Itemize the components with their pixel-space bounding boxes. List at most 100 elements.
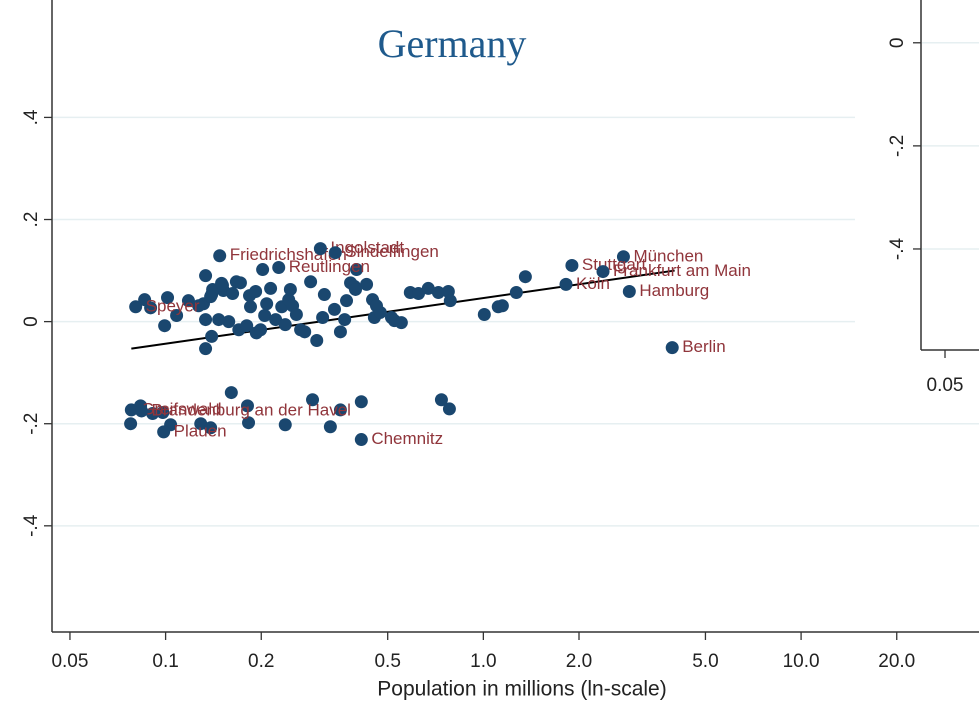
point xyxy=(431,286,445,300)
point xyxy=(204,290,218,304)
labeled-point xyxy=(665,341,679,355)
point xyxy=(518,270,532,284)
labeled-point xyxy=(622,284,636,298)
labeled-point xyxy=(596,265,610,279)
point xyxy=(146,407,160,421)
point xyxy=(224,386,238,400)
point xyxy=(283,282,297,296)
y-tick-label: -.4 xyxy=(21,514,42,537)
point xyxy=(411,287,425,301)
point xyxy=(242,416,256,430)
point xyxy=(199,342,213,356)
point xyxy=(260,297,274,311)
point xyxy=(161,291,175,305)
point-label: Köln xyxy=(576,274,610,293)
point xyxy=(158,319,172,333)
labeled-point xyxy=(616,250,630,264)
x-axis-title: Population in millions (ln-scale) xyxy=(377,678,666,701)
point xyxy=(269,313,283,327)
point xyxy=(249,284,263,298)
x-tick-label: 0.05 xyxy=(51,651,88,672)
point xyxy=(394,316,408,330)
x-tick-label: 0.2 xyxy=(248,651,274,672)
labeled-point xyxy=(272,261,286,275)
labeled-point xyxy=(124,403,138,417)
point xyxy=(278,418,292,432)
point xyxy=(509,286,523,300)
point-label: Frankfurt am Main xyxy=(613,261,751,280)
point-label: Hamburg xyxy=(639,281,709,300)
point xyxy=(204,421,218,435)
point xyxy=(194,417,208,431)
x-tick-label: 5.0 xyxy=(692,651,718,672)
point xyxy=(310,334,324,348)
point-label: Brandenburg an der Havel xyxy=(152,400,351,419)
point xyxy=(434,393,448,407)
point xyxy=(138,293,152,307)
point xyxy=(323,420,337,434)
point xyxy=(258,308,272,322)
point-label: München xyxy=(633,246,703,265)
labeled-point xyxy=(129,300,143,314)
point xyxy=(340,294,354,308)
x-tick-label: 1.0 xyxy=(470,651,496,672)
point xyxy=(327,302,341,316)
point xyxy=(443,294,457,308)
point xyxy=(304,275,318,289)
point xyxy=(192,299,206,313)
point xyxy=(199,313,213,327)
fit-line xyxy=(131,269,675,350)
point xyxy=(243,300,257,314)
point xyxy=(306,393,320,407)
point-label: Reutlingen xyxy=(289,257,370,276)
y-tick-label: -.4 xyxy=(887,237,908,260)
point xyxy=(421,281,435,295)
point xyxy=(333,325,347,339)
x-tick-label: 0.1 xyxy=(152,651,178,672)
x-tick-label: 0.05 xyxy=(927,375,964,396)
x-tick-label: 20.0 xyxy=(878,651,915,672)
point xyxy=(181,294,195,308)
point xyxy=(316,311,330,325)
point xyxy=(215,276,229,290)
x-tick-label: 2.0 xyxy=(566,651,592,672)
point xyxy=(240,319,254,333)
point xyxy=(229,275,243,289)
point xyxy=(349,282,363,296)
labeled-point xyxy=(157,425,171,439)
y-tick-label: .4 xyxy=(21,109,42,125)
y-tick-label: .2 xyxy=(21,212,42,228)
point xyxy=(477,307,491,321)
point xyxy=(333,403,347,417)
point xyxy=(199,269,213,283)
point-label: Sindelfingen xyxy=(345,242,439,261)
labeled-point xyxy=(354,433,368,447)
point xyxy=(354,395,368,409)
labeled-point xyxy=(328,246,342,260)
point xyxy=(289,307,303,321)
y-tick-label: -.2 xyxy=(887,135,908,157)
point xyxy=(170,308,184,322)
point xyxy=(264,281,278,295)
point-label: Ingolstadt xyxy=(330,238,404,257)
panel-background xyxy=(855,0,979,398)
point xyxy=(205,329,219,343)
point xyxy=(278,318,292,332)
x-tick-label: 0.5 xyxy=(374,651,400,672)
point xyxy=(254,323,268,337)
point xyxy=(222,315,236,329)
point xyxy=(240,399,254,413)
labeled-point xyxy=(135,404,149,418)
chart-title: Germany xyxy=(378,21,527,66)
labeled-point xyxy=(559,277,573,291)
point xyxy=(317,288,331,302)
point-label: Speyer xyxy=(146,296,200,315)
point-label: Berlin xyxy=(682,337,725,356)
x-tick-label: 10.0 xyxy=(783,651,820,672)
labeled-point xyxy=(213,249,227,263)
point xyxy=(442,402,456,416)
point xyxy=(226,287,240,301)
point xyxy=(156,405,170,419)
